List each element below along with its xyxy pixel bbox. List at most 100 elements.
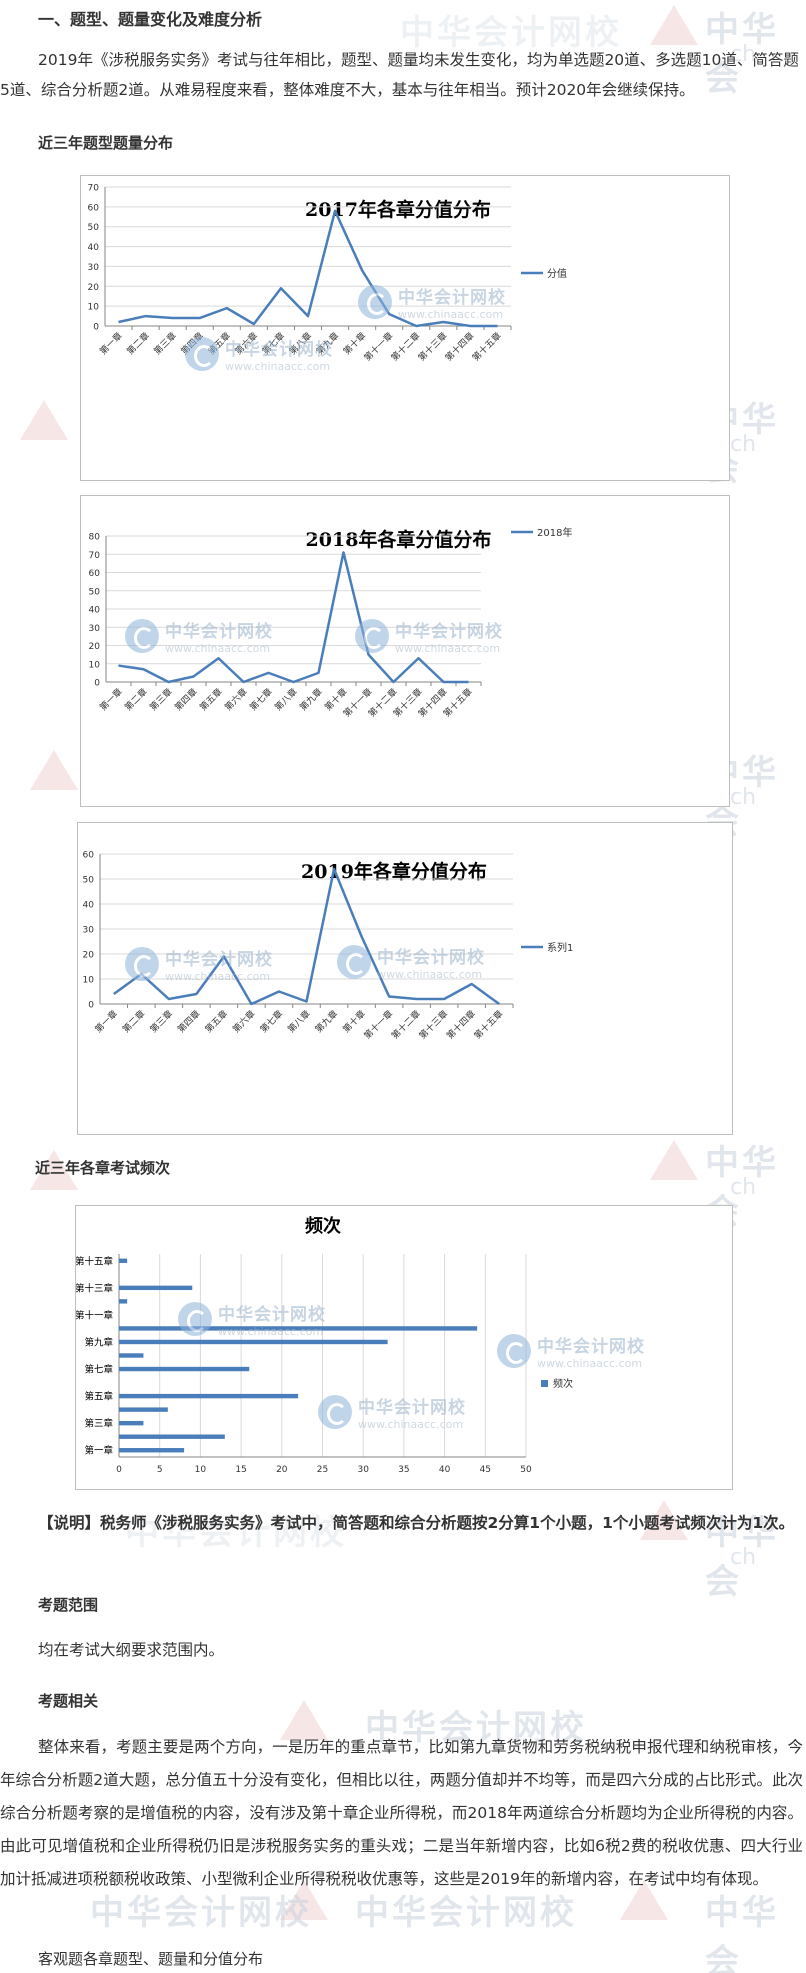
watermark-triangle-decoration — [30, 750, 78, 790]
y-tick-label: 0 — [88, 1001, 94, 1011]
x-tick-label: 第十三章 — [416, 1008, 450, 1042]
y-tick-label: 30 — [83, 926, 95, 936]
y-tick-label: 第三章 — [84, 1418, 113, 1430]
y-tick-label: 第十一章 — [76, 1309, 113, 1321]
series-line — [118, 551, 469, 684]
chart-title: 2019年各章分值分布 — [301, 860, 487, 883]
watermark-triangle-decoration — [20, 400, 68, 440]
x-tick-label: 第四章 — [175, 1008, 203, 1036]
x-tick-label: 第十四章 — [444, 1008, 478, 1042]
x-tick-label: 第六章 — [232, 330, 260, 358]
y-tick-label: 60 — [88, 203, 100, 213]
x-tick-label: 第三章 — [147, 1008, 175, 1036]
x-tick-label: 第二章 — [124, 330, 152, 358]
x-tick-label: 第六章 — [230, 1008, 258, 1036]
chart-2017: 2017年各章分值分布 0 10 20 30 40 50 60 70 第一章 第二章 第三章 第四章 第五… — [80, 175, 730, 481]
related-paragraph: 整体来看，考题主要是两个方向，一是历年的重点章节，比如第九章货物和劳务税纳税申报… — [0, 1738, 803, 1888]
x-tick-label: 第二章 — [122, 686, 150, 714]
y-tick-label: 60 — [89, 569, 101, 579]
x-tick-label: 20 — [276, 1465, 288, 1475]
section-title: 一、题型、题量变化及难度分析 — [38, 10, 263, 29]
y-tick-label: 40 — [88, 243, 100, 253]
x-tick-label: 50 — [520, 1465, 532, 1475]
chart-2019-svg: 2019年各章分值分布0102030405060第一章 第二章 第三章 第四章 第五章第… — [83, 851, 574, 1042]
x-tick-label: 第七章 — [259, 330, 287, 358]
scope-text: 均在考试大纲要求范围内。 — [38, 1641, 225, 1659]
x-tick-label: 第一章 — [97, 330, 125, 358]
bar — [119, 1448, 185, 1453]
watermark-edge-text: ch — [730, 432, 757, 457]
bar — [119, 1326, 478, 1331]
series-line — [118, 209, 498, 328]
chart-title: 频次 — [305, 1215, 341, 1237]
y-tick-label: 第九章 — [84, 1336, 113, 1348]
x-tick-label: 第一章 — [97, 686, 125, 714]
x-tick-label: 第五章 — [205, 330, 233, 358]
y-tick-label: 30 — [88, 263, 100, 273]
frequency-heading: 近三年各章考试频次 — [35, 1159, 171, 1177]
y-tick-label: 40 — [89, 606, 101, 616]
chart-title: 2017年各章分值分布 — [305, 198, 491, 221]
x-tick-label: 第九章 — [297, 686, 325, 714]
series-line — [113, 867, 500, 1006]
chart-frequency-svg: 频次 0 5 10 15 20 25 30 35 40 45 50 第一章 第三章 第五章 第七章 第九章 第十一… — [76, 1215, 573, 1475]
y-tick-label: 第七章 — [84, 1364, 113, 1376]
x-tick-label: 第八章 — [285, 1008, 313, 1036]
x-tick-label: 第六章 — [222, 686, 250, 714]
distribution-heading: 近三年题型题量分布 — [38, 134, 174, 152]
chart-2017-svg: 2017年各章分值分布 0 10 20 30 40 50 60 70 第一章 第二章 第三章 第四章 第五… — [88, 184, 567, 364]
y-tick-label: 10 — [88, 303, 100, 313]
y-tick-label: 0 — [94, 679, 100, 689]
related-heading: 考题相关 — [38, 1692, 99, 1710]
chart-2018: 2018年各章分值分布 0 10 20 30 40 50 60 70 80 第一章 第二章 第三章 第四章… — [80, 495, 730, 807]
scope-heading: 考题范围 — [38, 1596, 99, 1614]
x-tick-label: 第四章 — [178, 330, 206, 358]
x-tick-label: 45 — [480, 1465, 491, 1475]
y-tick-label: 第十三章 — [76, 1282, 113, 1294]
watermark-edge-text: ch — [730, 1545, 757, 1570]
x-tick-label: 第十一章 — [361, 1008, 395, 1042]
y-tick-label: 50 — [88, 223, 100, 233]
legend-label: 分值 — [547, 267, 567, 280]
chart-2019: 2019年各章分值分布 0 10 20 30 40 50 60 第一章 第二章 第三章 第四章 第五章第… — [77, 822, 733, 1135]
x-tick-label: 第十五章 — [471, 1008, 505, 1042]
x-tick-label: 第九章 — [313, 1008, 341, 1036]
x-tick-label: 第十章 — [340, 1008, 368, 1036]
y-tick-label: 30 — [89, 624, 101, 634]
bar — [119, 1420, 144, 1426]
y-tick-label: 70 — [89, 551, 101, 561]
bar — [119, 1258, 128, 1263]
x-tick-label: 第十章 — [341, 330, 369, 358]
x-tick-label: 35 — [398, 1465, 409, 1475]
x-tick-label: 第七章 — [247, 686, 275, 714]
chart-title: 2018年各章分值分布 — [306, 528, 492, 551]
y-tick-label: 10 — [83, 976, 95, 986]
watermark-edge-text: ch — [730, 1175, 757, 1200]
bar — [119, 1299, 128, 1304]
bar — [119, 1366, 250, 1372]
x-tick-label: 30 — [357, 1465, 369, 1475]
x-tick-label: 第四章 — [172, 686, 200, 714]
x-tick-label: 第八章 — [287, 330, 315, 358]
legend-label: 频次 — [553, 1377, 573, 1390]
x-tick-label: 0 — [116, 1465, 122, 1475]
x-tick-label: 25 — [317, 1465, 328, 1475]
x-tick-label: 第三章 — [147, 686, 175, 714]
chart-frequency: 频次 0 5 10 15 20 25 30 35 40 45 50 第一章 第三章 第五章 第七章 第九章 第十一… — [75, 1205, 733, 1490]
x-tick-label: 第二章 — [120, 1008, 148, 1036]
footer-heading: 客观题各章题型、题量和分值分布 — [38, 1950, 264, 1968]
x-tick-label: 第五章 — [202, 1008, 230, 1036]
bar — [119, 1407, 168, 1412]
watermark-edge-text: 中华会 — [705, 1893, 779, 1973]
x-tick-label: 10 — [195, 1465, 207, 1475]
y-tick-label: 40 — [83, 901, 95, 911]
legend-label: 2018年 — [537, 526, 572, 539]
y-tick-label: 0 — [93, 323, 99, 333]
x-tick-label: 第十五章 — [470, 330, 504, 364]
bar — [119, 1353, 144, 1358]
x-tick-label: 40 — [439, 1465, 451, 1475]
x-tick-label: 第七章 — [257, 1008, 285, 1036]
watermark-edge-text: ch — [730, 785, 757, 810]
x-tick-label: 第三章 — [151, 330, 179, 358]
y-tick-label: 70 — [88, 184, 100, 194]
